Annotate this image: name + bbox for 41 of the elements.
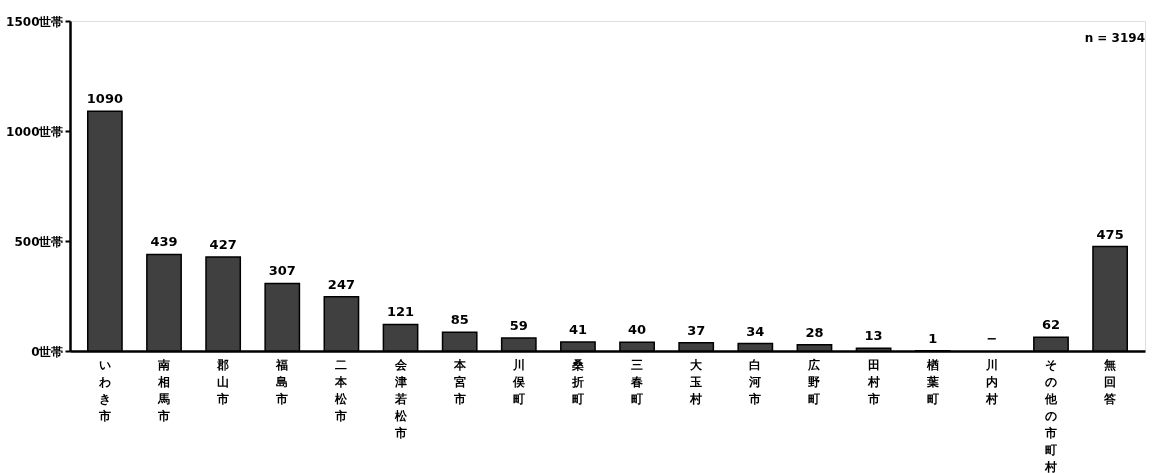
data-label: 40 (628, 322, 647, 338)
data-label: 59 (509, 318, 528, 334)
y-tick-label: 500世帯 (14, 234, 64, 249)
x-tick-label: 大玉村 (689, 357, 704, 406)
x-tick-label: 二本松市 (334, 357, 349, 423)
y-tick-label: 0世帯 (31, 344, 64, 359)
x-tick-label: 本宮市 (452, 357, 467, 406)
x-tick-label: 福島市 (275, 357, 289, 406)
x-tick-label: 桑折町 (570, 357, 584, 406)
data-label: 439 (150, 234, 178, 250)
text: − (986, 331, 998, 346)
data-label: 1 (928, 330, 938, 346)
x-tick-label: 田村市 (866, 357, 880, 406)
data-label: 1090 (86, 91, 123, 107)
x-tick-label: 南相馬市 (157, 357, 171, 423)
data-label: 62 (1041, 317, 1061, 333)
x-tick-label: 三春町 (630, 357, 644, 406)
data-label: 85 (450, 312, 469, 328)
data-label: 427 (209, 237, 237, 253)
x-tick-label: その他の市町村 (1043, 357, 1058, 473)
data-label: 28 (805, 324, 824, 340)
data-label: 307 (268, 263, 296, 279)
data-label: 37 (687, 322, 706, 338)
data-label: 41 (568, 321, 587, 337)
data-label: 475 (1096, 226, 1124, 242)
x-tick-label: 無回答 (1103, 357, 1118, 406)
annotation: n = 3194 (1084, 31, 1145, 45)
x-tick-label: 白河市 (748, 357, 762, 406)
data-label: 121 (386, 304, 415, 320)
x-tick-label: いわき市 (97, 357, 111, 423)
data-label: 247 (327, 276, 355, 292)
data-label: 34 (746, 323, 765, 339)
x-tick-label: 郡山市 (216, 357, 230, 406)
x-tick-label: 川俣町 (511, 357, 525, 406)
x-tick-label: 川内村 (984, 357, 998, 406)
x-tick-label: 広野町 (807, 357, 821, 406)
y-tick-label: 1500世帯 (6, 14, 64, 29)
y-tick-label: 1000世帯 (6, 124, 64, 139)
data-label: 13 (864, 328, 883, 344)
x-tick-label: 会津若松市 (393, 357, 408, 440)
x-tick-label: 楢葉町 (925, 357, 939, 406)
